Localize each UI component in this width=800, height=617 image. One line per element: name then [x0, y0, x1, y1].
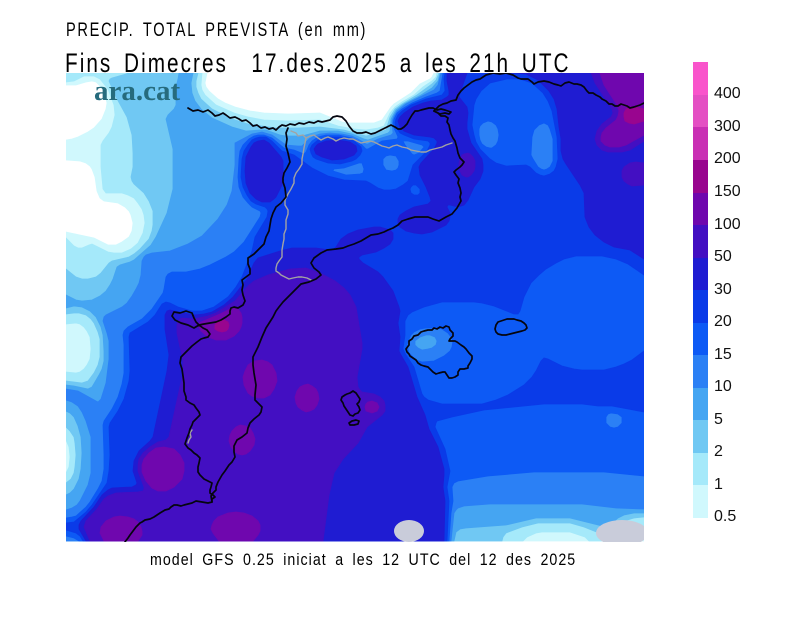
svg-text:ara.cat: ara.cat — [94, 75, 180, 107]
